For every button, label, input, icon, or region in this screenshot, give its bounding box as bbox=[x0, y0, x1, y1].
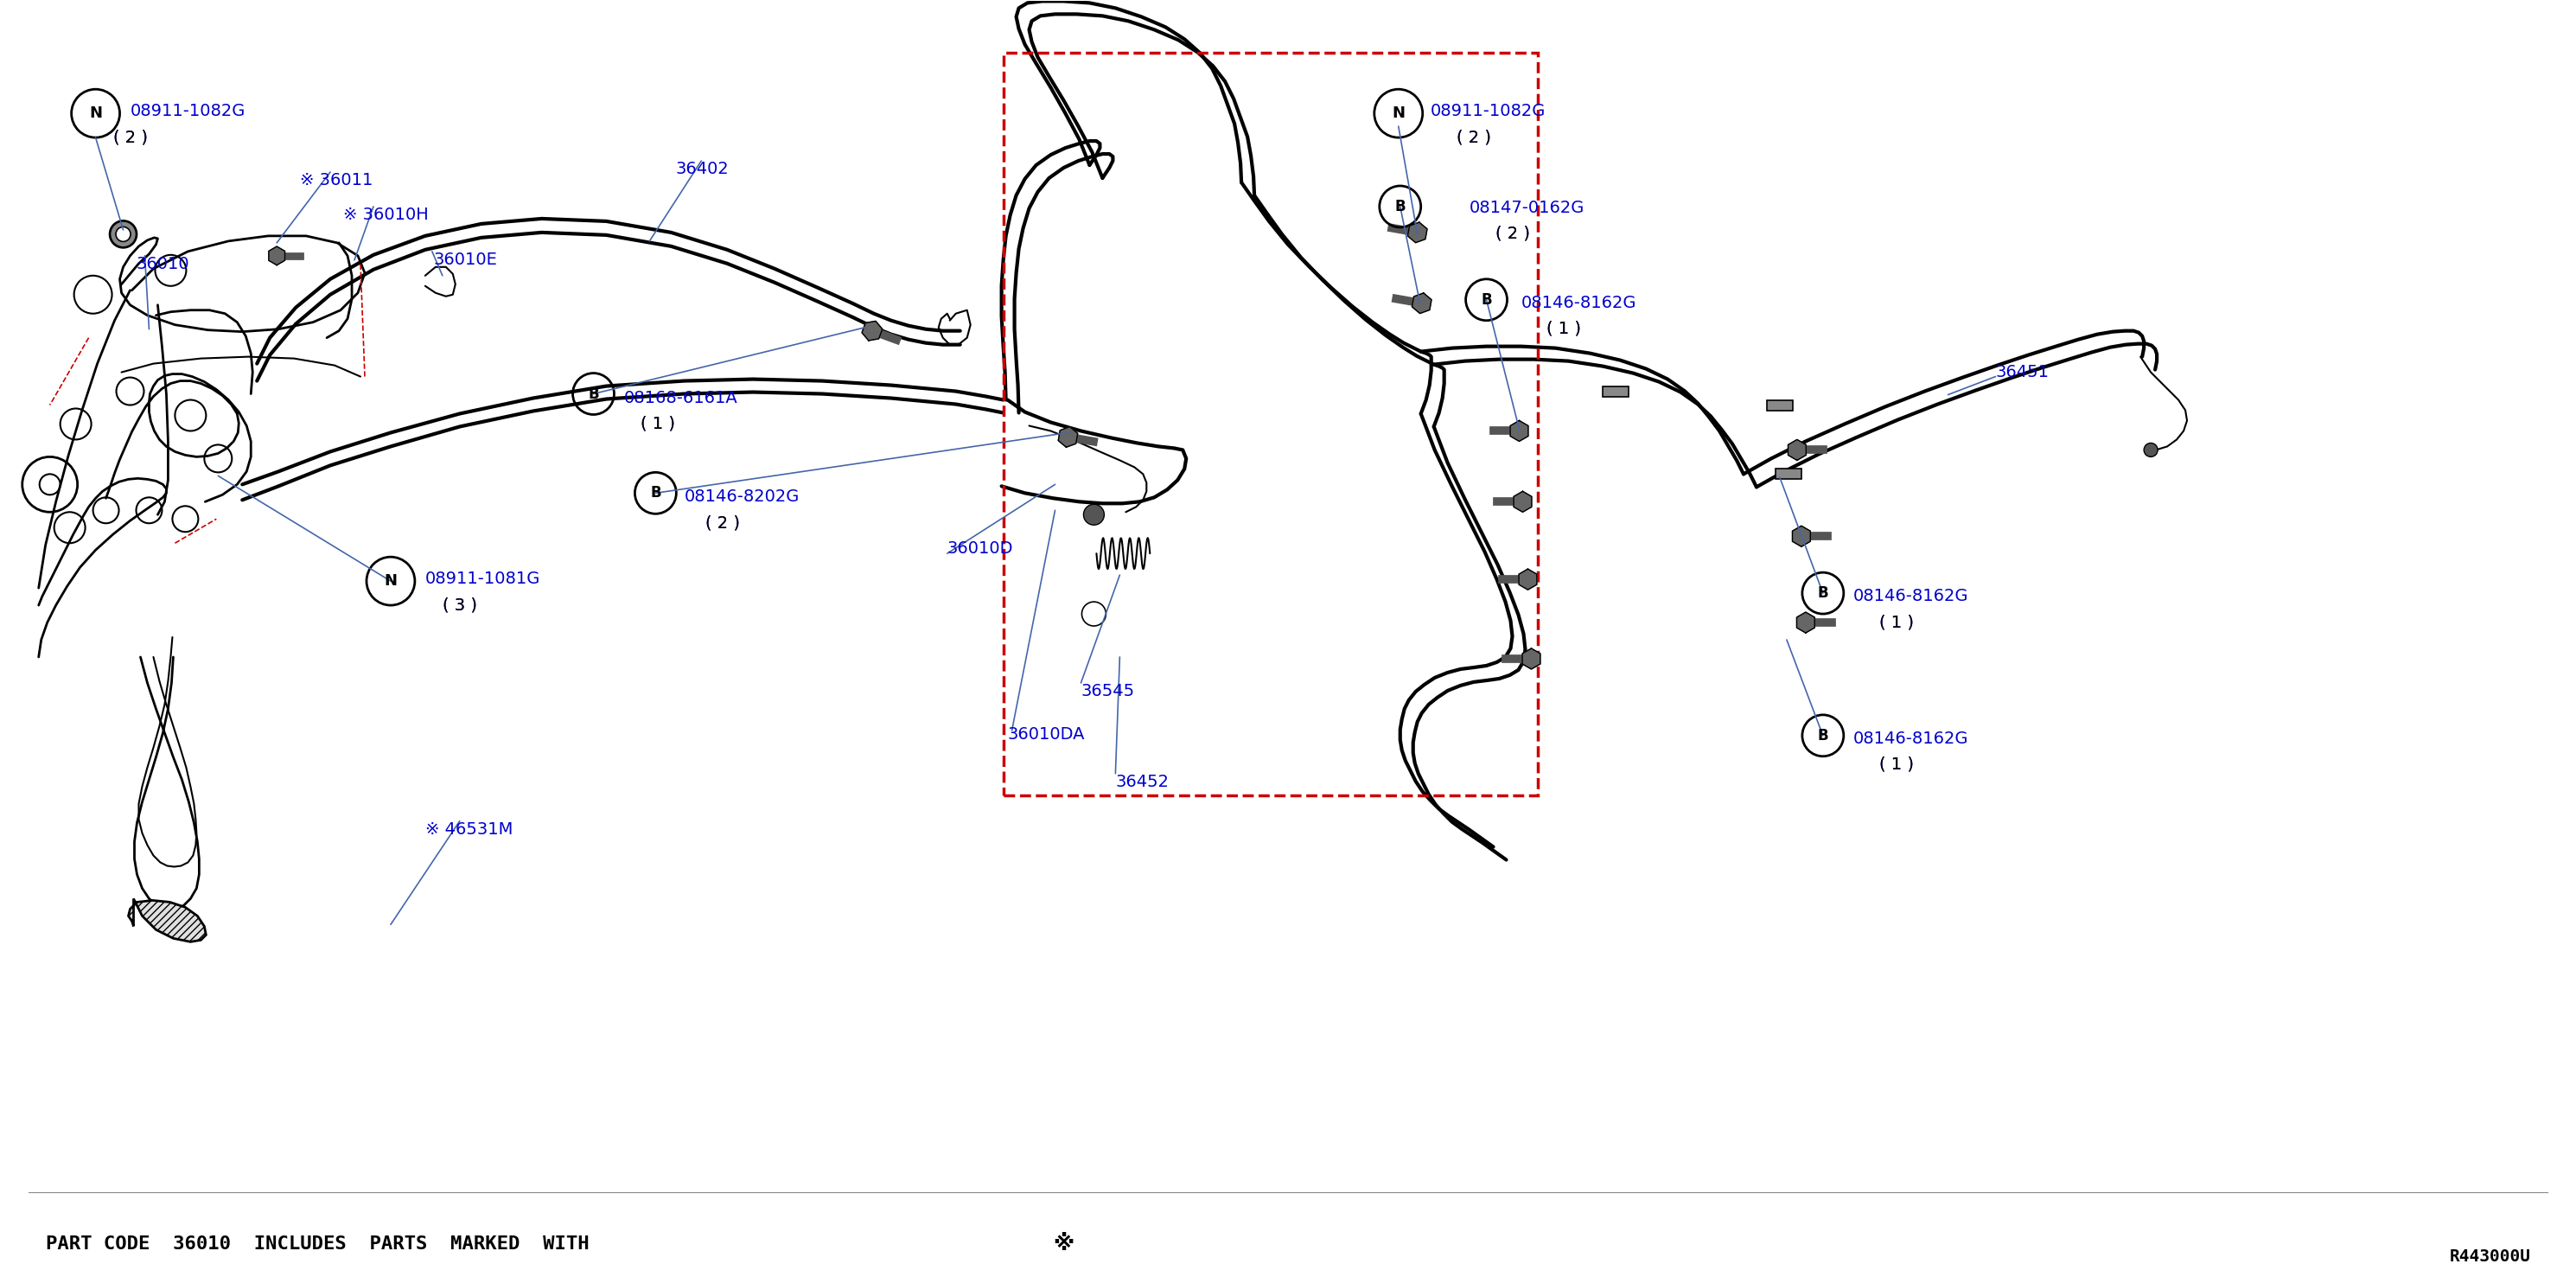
Text: 08911-1082G: 08911-1082G bbox=[131, 103, 245, 119]
Polygon shape bbox=[1520, 570, 1538, 590]
Circle shape bbox=[116, 227, 131, 241]
Text: N: N bbox=[1391, 105, 1404, 121]
Text: B: B bbox=[649, 485, 662, 500]
Polygon shape bbox=[268, 246, 286, 266]
Text: ( 1 ): ( 1 ) bbox=[1546, 321, 1582, 337]
Polygon shape bbox=[1406, 222, 1427, 242]
Text: PART CODE  36010  INCLUDES  PARTS  MARKED  WITH: PART CODE 36010 INCLUDES PARTS MARKED WI… bbox=[46, 1236, 590, 1252]
Text: ( 2 ): ( 2 ) bbox=[706, 514, 739, 531]
Text: B: B bbox=[587, 386, 598, 402]
Text: ( 1 ): ( 1 ) bbox=[1546, 321, 1582, 337]
Text: 08911-1082G: 08911-1082G bbox=[1430, 103, 1546, 119]
Text: 08146-8162G: 08146-8162G bbox=[1520, 295, 1636, 310]
Text: ( 1 ): ( 1 ) bbox=[641, 416, 675, 432]
Text: ( 2 ): ( 2 ) bbox=[113, 128, 147, 145]
Text: 08147-0162G: 08147-0162G bbox=[1468, 200, 1584, 216]
Text: ※ 36010H: ※ 36010H bbox=[343, 207, 428, 223]
Text: ( 1 ): ( 1 ) bbox=[1878, 613, 1914, 630]
Text: 08168-6161A: 08168-6161A bbox=[623, 390, 737, 405]
Circle shape bbox=[1084, 504, 1105, 525]
Text: 08146-8162G: 08146-8162G bbox=[1852, 730, 1968, 747]
Text: ( 1 ): ( 1 ) bbox=[1878, 756, 1914, 772]
Text: 36402: 36402 bbox=[675, 160, 729, 177]
Text: ( 1 ): ( 1 ) bbox=[1878, 756, 1914, 772]
Text: 36010: 36010 bbox=[137, 255, 191, 272]
Text: N: N bbox=[384, 574, 397, 589]
Text: 08911-1081G: 08911-1081G bbox=[425, 571, 541, 588]
Text: B: B bbox=[1481, 293, 1492, 308]
Polygon shape bbox=[1793, 526, 1811, 547]
Text: ( 3 ): ( 3 ) bbox=[443, 597, 477, 613]
Text: ( 2 ): ( 2 ) bbox=[1494, 226, 1530, 242]
Text: ( 1 ): ( 1 ) bbox=[641, 416, 675, 432]
Circle shape bbox=[116, 227, 131, 241]
Polygon shape bbox=[129, 898, 206, 942]
Text: 36010E: 36010E bbox=[433, 251, 497, 268]
Polygon shape bbox=[1059, 427, 1077, 448]
Text: ( 2 ): ( 2 ) bbox=[1455, 128, 1492, 145]
Text: B: B bbox=[1819, 585, 1829, 600]
Polygon shape bbox=[863, 321, 884, 340]
Text: ( 2 ): ( 2 ) bbox=[113, 128, 147, 145]
Text: ( 1 ): ( 1 ) bbox=[1878, 613, 1914, 630]
Text: ※ 46531M: ※ 46531M bbox=[425, 821, 513, 838]
Circle shape bbox=[111, 221, 137, 248]
Text: ( 3 ): ( 3 ) bbox=[443, 597, 477, 613]
Text: 08146-8162G: 08146-8162G bbox=[1852, 588, 1968, 604]
Text: ( 2 ): ( 2 ) bbox=[706, 514, 739, 531]
Bar bbox=[1002, 53, 1538, 795]
Text: 36452: 36452 bbox=[1115, 774, 1170, 790]
Bar bbox=[1767, 400, 1793, 411]
Polygon shape bbox=[1522, 648, 1540, 670]
Text: 08146-8202G: 08146-8202G bbox=[685, 489, 799, 506]
Text: 36010D: 36010D bbox=[948, 540, 1012, 557]
Text: 36010DA: 36010DA bbox=[1007, 726, 1084, 743]
Circle shape bbox=[108, 221, 137, 248]
Circle shape bbox=[2143, 443, 2159, 457]
Text: B: B bbox=[1394, 199, 1406, 214]
Text: ( 2 ): ( 2 ) bbox=[1494, 226, 1530, 242]
Polygon shape bbox=[1788, 440, 1806, 461]
Polygon shape bbox=[1412, 293, 1432, 313]
Bar bbox=[1602, 386, 1628, 396]
Text: ※ 36011: ※ 36011 bbox=[299, 172, 374, 189]
Text: 36451: 36451 bbox=[1996, 363, 2048, 380]
Text: 36545: 36545 bbox=[1082, 683, 1133, 699]
Bar bbox=[1775, 468, 1801, 480]
Polygon shape bbox=[1795, 612, 1814, 633]
Text: B: B bbox=[1819, 727, 1829, 743]
Polygon shape bbox=[1515, 491, 1533, 512]
Text: N: N bbox=[90, 105, 103, 121]
Text: ( 2 ): ( 2 ) bbox=[1455, 128, 1492, 145]
Text: R443000U: R443000U bbox=[2450, 1248, 2530, 1265]
Text: ※: ※ bbox=[1054, 1233, 1074, 1255]
Polygon shape bbox=[1510, 421, 1528, 441]
